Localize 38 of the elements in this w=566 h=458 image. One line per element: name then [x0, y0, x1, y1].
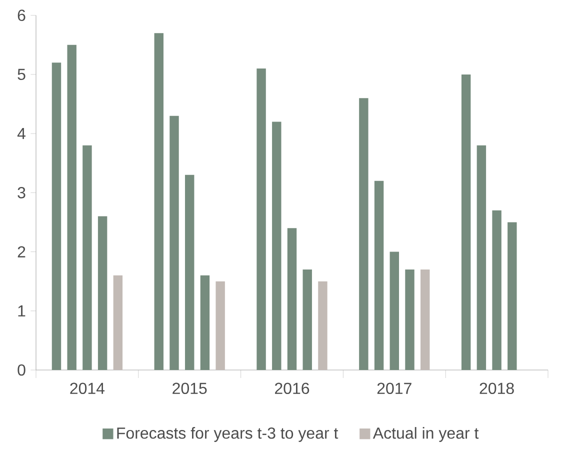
bar	[98, 216, 108, 370]
bar	[420, 270, 430, 370]
bar	[67, 44, 76, 370]
bar	[200, 275, 210, 370]
y-tick-label: 4	[17, 128, 26, 140]
x-tick-label: 2017	[377, 382, 412, 394]
bar	[52, 62, 62, 370]
legend-label: Actual in year t	[372, 427, 479, 442]
x-tick-label: 2018	[480, 382, 514, 394]
bar	[476, 145, 486, 370]
bar	[154, 33, 164, 370]
bar	[113, 275, 123, 370]
y-tick-label: 5	[18, 68, 26, 80]
x-tick-label: 2016	[275, 382, 310, 394]
x-tick-label: 2015	[172, 382, 207, 394]
y-tick-label: 1	[18, 305, 26, 316]
bar	[256, 68, 266, 370]
bar	[216, 281, 225, 370]
bar	[184, 174, 194, 370]
bar	[374, 180, 384, 370]
bar	[405, 270, 414, 370]
bar	[461, 74, 471, 370]
bar	[170, 116, 179, 370]
legend-label: Forecasts for years t-3 to year t	[117, 427, 338, 442]
bar	[492, 210, 502, 370]
x-tick-label: 2014	[70, 382, 105, 394]
bar	[508, 222, 517, 370]
bar	[82, 145, 92, 370]
bar	[272, 122, 282, 370]
y-tick-label: 2	[18, 246, 26, 258]
bar	[318, 281, 328, 370]
bar	[302, 270, 312, 370]
y-tick-label: 3	[18, 187, 26, 198]
y-tick-label: 0	[18, 364, 26, 376]
bar	[390, 252, 400, 370]
bar	[359, 98, 368, 370]
bar	[287, 228, 297, 370]
y-tick-label: 6	[18, 10, 26, 21]
